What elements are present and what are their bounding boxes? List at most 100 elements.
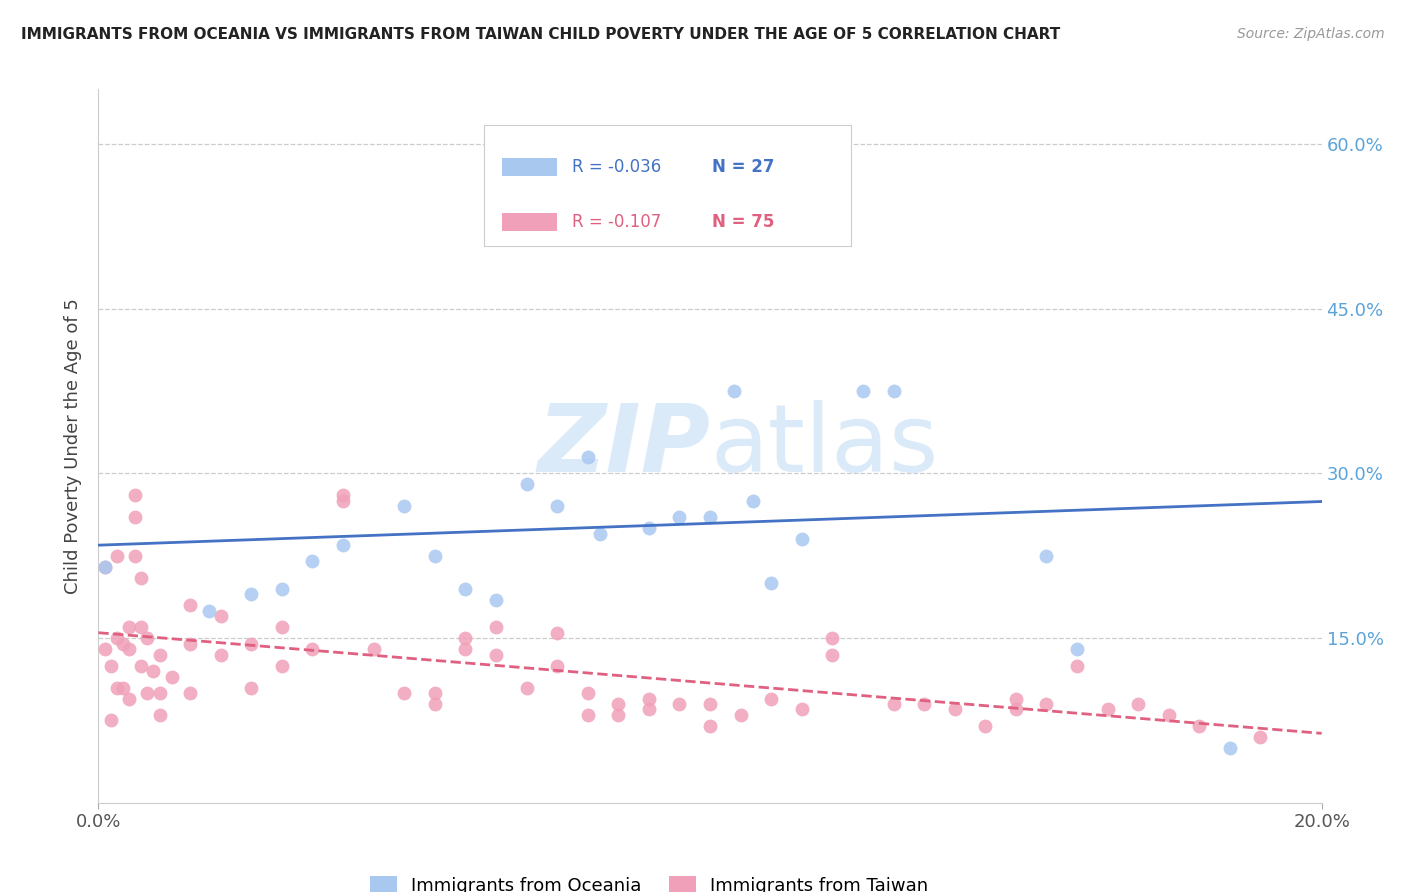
Point: [124, 510, 146, 524]
Point: [363, 642, 385, 657]
Point: [637, 691, 661, 706]
Point: [637, 521, 661, 535]
Point: [118, 642, 141, 657]
Point: [129, 658, 152, 673]
FancyBboxPatch shape: [502, 159, 557, 177]
Point: [546, 658, 568, 673]
Point: [943, 702, 966, 716]
Point: [723, 384, 745, 398]
Point: [270, 582, 292, 596]
Point: [209, 609, 232, 624]
Point: [790, 533, 813, 547]
Point: [821, 202, 844, 217]
Point: [607, 697, 630, 711]
Point: [546, 500, 568, 514]
Point: [179, 686, 201, 700]
Point: [160, 669, 183, 683]
FancyBboxPatch shape: [502, 213, 557, 231]
Point: [852, 384, 875, 398]
Point: [149, 708, 172, 723]
Point: [332, 488, 354, 502]
Point: [1066, 642, 1088, 657]
Y-axis label: Child Poverty Under the Age of 5: Child Poverty Under the Age of 5: [65, 298, 83, 594]
Point: [759, 691, 782, 706]
Point: [197, 604, 219, 618]
Point: [699, 510, 721, 524]
Point: [1066, 658, 1088, 673]
Point: [668, 697, 690, 711]
Point: [576, 450, 599, 464]
Point: [883, 697, 905, 711]
FancyBboxPatch shape: [484, 125, 851, 246]
Point: [883, 384, 905, 398]
Point: [1249, 730, 1271, 744]
Point: [240, 681, 263, 695]
Point: [637, 702, 661, 716]
Point: [149, 648, 172, 662]
Point: [270, 620, 292, 634]
Point: [301, 554, 323, 568]
Point: [392, 686, 416, 700]
Point: [240, 587, 263, 601]
Point: [111, 637, 134, 651]
Point: [699, 719, 721, 733]
Point: [129, 620, 152, 634]
Point: [129, 571, 152, 585]
Point: [790, 702, 813, 716]
Point: [454, 642, 477, 657]
Point: [1188, 719, 1211, 733]
Point: [124, 549, 146, 563]
Point: [546, 625, 568, 640]
Point: [105, 631, 128, 645]
Point: [730, 708, 752, 723]
Point: [149, 686, 172, 700]
Point: [668, 510, 690, 524]
Point: [1035, 549, 1057, 563]
Point: [118, 620, 141, 634]
Point: [576, 708, 599, 723]
Text: R = -0.036: R = -0.036: [572, 159, 661, 177]
Text: N = 75: N = 75: [713, 213, 775, 231]
Point: [105, 681, 128, 695]
Point: [485, 648, 508, 662]
Point: [699, 697, 721, 711]
Point: [332, 494, 354, 508]
Point: [93, 559, 115, 574]
Point: [485, 592, 508, 607]
Point: [1097, 702, 1119, 716]
Point: [485, 620, 508, 634]
Point: [93, 642, 115, 657]
Text: atlas: atlas: [710, 400, 938, 492]
Point: [821, 648, 844, 662]
Point: [100, 714, 122, 728]
Point: [516, 681, 538, 695]
Point: [423, 686, 446, 700]
Point: [209, 648, 232, 662]
Point: [1004, 702, 1026, 716]
Point: [93, 559, 115, 574]
Point: [1157, 708, 1180, 723]
Point: [759, 576, 782, 591]
Point: [111, 681, 134, 695]
Point: [1004, 691, 1026, 706]
Point: [100, 658, 122, 673]
Point: [124, 488, 146, 502]
Point: [240, 637, 263, 651]
Point: [607, 708, 630, 723]
Point: [589, 526, 612, 541]
Point: [423, 697, 446, 711]
Text: IMMIGRANTS FROM OCEANIA VS IMMIGRANTS FROM TAIWAN CHILD POVERTY UNDER THE AGE OF: IMMIGRANTS FROM OCEANIA VS IMMIGRANTS FR…: [21, 27, 1060, 42]
Legend: Immigrants from Oceania, Immigrants from Taiwan: Immigrants from Oceania, Immigrants from…: [363, 869, 935, 892]
Point: [136, 631, 159, 645]
Point: [454, 631, 477, 645]
Point: [179, 598, 201, 612]
Point: [821, 631, 844, 645]
Point: [1035, 697, 1057, 711]
Point: [136, 686, 159, 700]
Point: [912, 697, 935, 711]
Text: R = -0.107: R = -0.107: [572, 213, 661, 231]
Point: [179, 637, 201, 651]
Point: [1128, 697, 1150, 711]
Point: [423, 549, 446, 563]
Text: N = 27: N = 27: [713, 159, 775, 177]
